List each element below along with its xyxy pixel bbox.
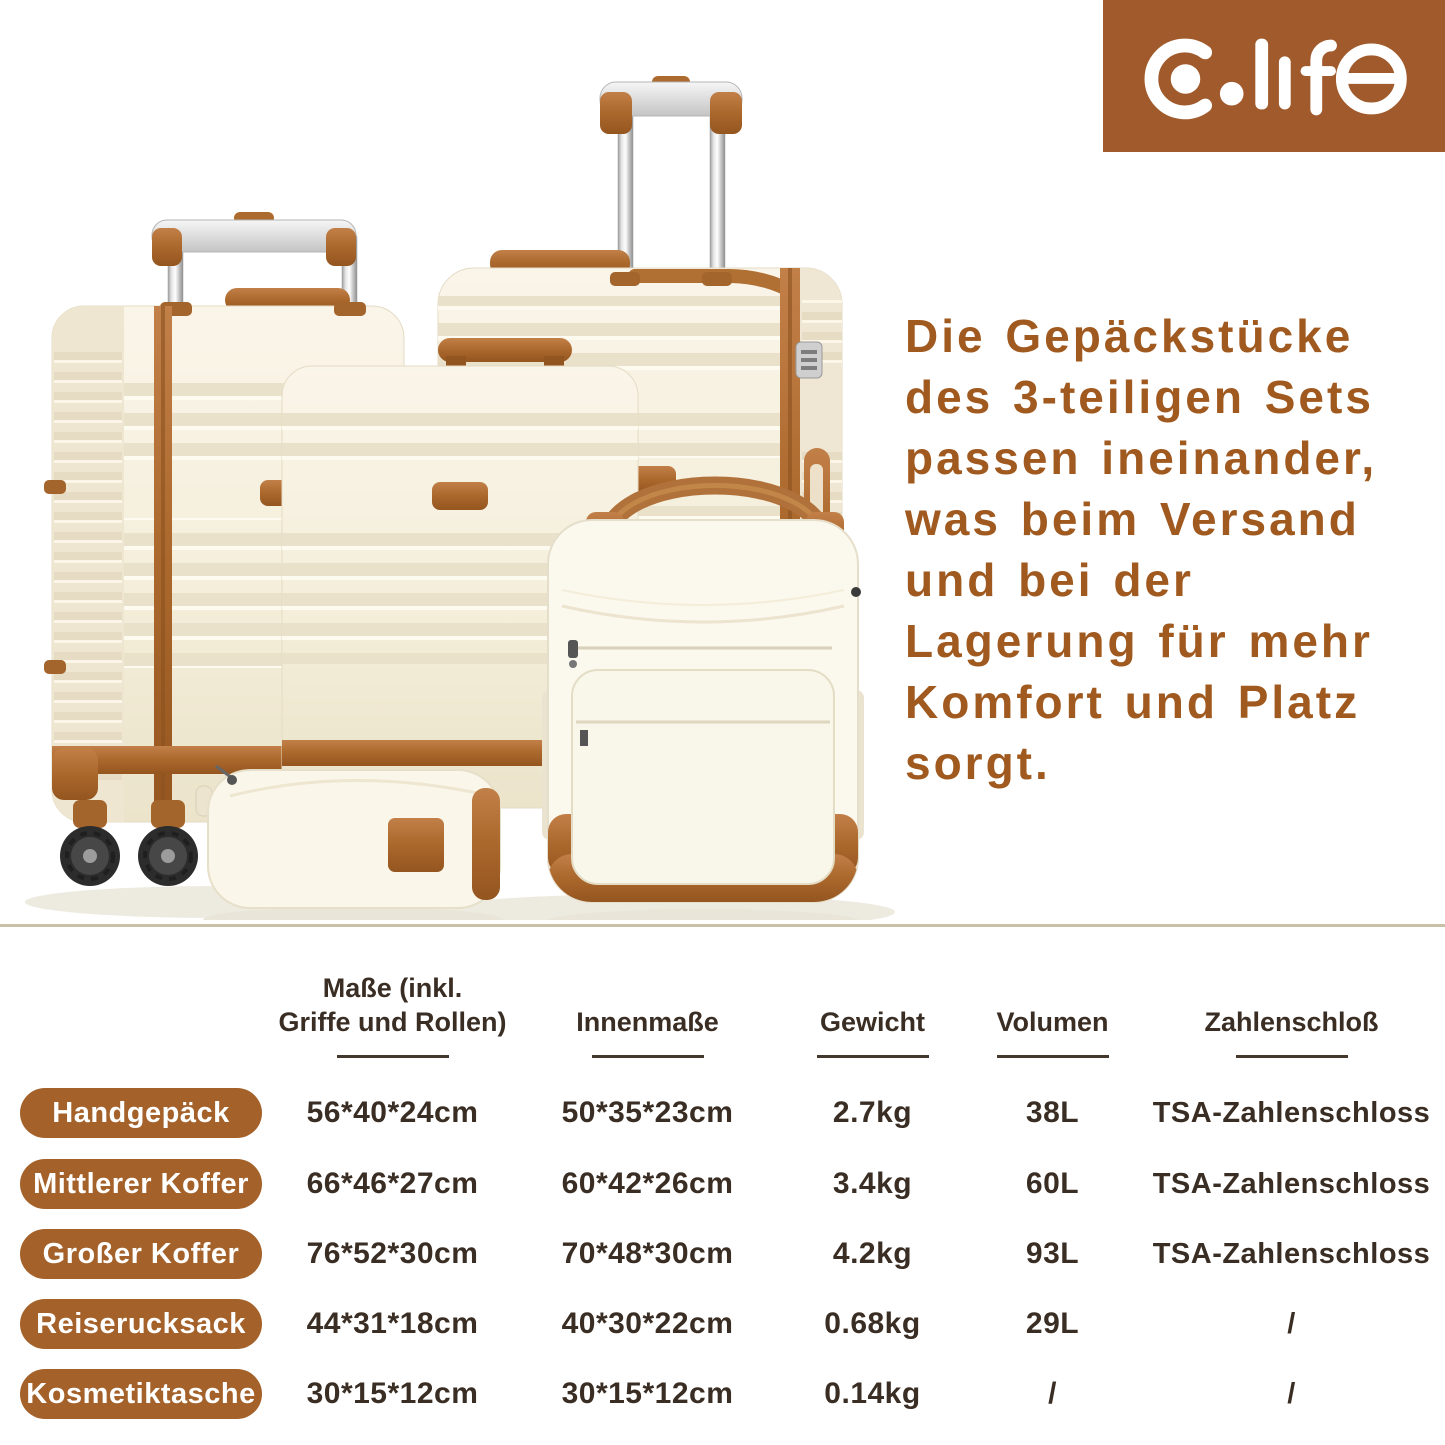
cell-inner: 40*30*22cm <box>561 1307 734 1340</box>
row-label-pill: Mittlerer Koffer <box>20 1159 262 1209</box>
table-row: Kosmetiktasche 30*15*12cm 30*15*12cm 0.1… <box>8 1367 1438 1421</box>
cell-dimensions: 56*40*24cm <box>306 1096 479 1129</box>
row-label-pill: Handgepäck <box>20 1088 262 1138</box>
cell-dimensions: 66*46*27cm <box>306 1167 479 1200</box>
description-line: Komfort und Platz <box>905 676 1361 728</box>
header-label: Gewicht <box>819 1007 926 1037</box>
cell-volume: 93L <box>1025 1237 1080 1270</box>
header-underline <box>1235 1055 1348 1058</box>
backpack <box>542 476 864 903</box>
table-row: Handgepäck 56*40*24cm 50*35*23cm 2.7kg 3… <box>8 1086 1438 1140</box>
cell-volume: / <box>1048 1377 1057 1410</box>
cell-dimensions: 44*31*18cm <box>306 1307 479 1340</box>
cell-dimensions: 30*15*12cm <box>306 1377 479 1410</box>
cell-inner: 50*35*23cm <box>561 1096 734 1129</box>
cell-lock: / <box>1287 1377 1296 1410</box>
cell-weight: 0.68kg <box>824 1307 921 1340</box>
header-label: Innenmaße <box>576 1007 719 1037</box>
cell-lock: / <box>1287 1307 1296 1340</box>
header-label: Volumen <box>996 1007 1109 1037</box>
usb-port <box>851 587 861 597</box>
description-line: und bei der <box>905 554 1194 606</box>
header-underline <box>816 1055 929 1058</box>
row-label-pill: Kosmetiktasche <box>20 1369 262 1419</box>
header-underline <box>336 1055 449 1058</box>
description-line: passen ineinander, <box>905 432 1378 484</box>
cell-lock: TSA-Zahlenschloss <box>1152 1167 1431 1200</box>
cell-inner: 60*42*26cm <box>561 1167 734 1200</box>
spec-table-header: Maße (inkl. Griffe und Rollen) Innenmaße… <box>8 952 1438 1058</box>
header-cell-lock: Zahlenschloß <box>1150 952 1433 1058</box>
header-label: Maße (inkl. <box>322 973 463 1003</box>
cell-volume: 29L <box>1025 1307 1080 1340</box>
header-label: Zahlenschloß <box>1204 1007 1379 1037</box>
coolife-logo-icon <box>1144 38 1407 120</box>
table-row: Mittlerer Koffer 66*46*27cm 60*42*26cm 3… <box>8 1157 1438 1211</box>
cell-inner: 70*48*30cm <box>561 1237 734 1270</box>
cell-lock: TSA-Zahlenschloss <box>1152 1096 1431 1129</box>
cell-volume: 38L <box>1025 1096 1080 1129</box>
brand-patch <box>388 818 444 872</box>
product-photo <box>20 50 900 935</box>
description-line: Lagerung für mehr <box>905 615 1373 667</box>
cell-weight: 0.14kg <box>824 1377 921 1410</box>
header-underline <box>996 1055 1109 1058</box>
table-row: Reiserucksack 44*31*18cm 40*30*22cm 0.68… <box>8 1297 1438 1351</box>
cosmetic-bag <box>195 764 501 909</box>
cell-lock: TSA-Zahlenschloss <box>1152 1237 1431 1270</box>
row-label-pill: Reiserucksack <box>20 1299 262 1349</box>
row-label-pill: Großer Koffer <box>20 1229 262 1279</box>
table-row: Großer Koffer 76*52*30cm 70*48*30cm 4.2k… <box>8 1227 1438 1281</box>
description-line: des 3-teiligen Sets <box>905 371 1374 423</box>
cell-weight: 3.4kg <box>832 1167 913 1200</box>
cell-volume: 60L <box>1025 1167 1080 1200</box>
header-label: Griffe und Rollen) <box>278 1007 507 1037</box>
brand-patch <box>432 482 488 510</box>
description-line: was beim Versand <box>905 493 1360 545</box>
header-underline <box>591 1055 704 1058</box>
section-divider <box>0 924 1445 927</box>
header-cell-empty <box>8 952 280 1058</box>
cell-weight: 2.7kg <box>832 1096 913 1129</box>
header-cell-volume: Volumen <box>955 952 1150 1058</box>
header-cell-inner: Innenmaße <box>505 952 790 1058</box>
header-cell-dimensions: Maße (inkl. Griffe und Rollen) <box>278 952 507 1058</box>
description-line: Die Gepäckstücke <box>905 310 1354 362</box>
cell-weight: 4.2kg <box>832 1237 913 1270</box>
cell-inner: 30*15*12cm <box>561 1377 734 1410</box>
description: Die Gepäckstücke des 3-teiligen Sets pas… <box>905 306 1440 794</box>
description-line: sorgt. <box>905 737 1051 789</box>
cell-dimensions: 76*52*30cm <box>306 1237 479 1270</box>
header-cell-weight: Gewicht <box>790 952 955 1058</box>
luggage-set-illustration <box>25 76 895 935</box>
brand-logo <box>1103 0 1445 152</box>
